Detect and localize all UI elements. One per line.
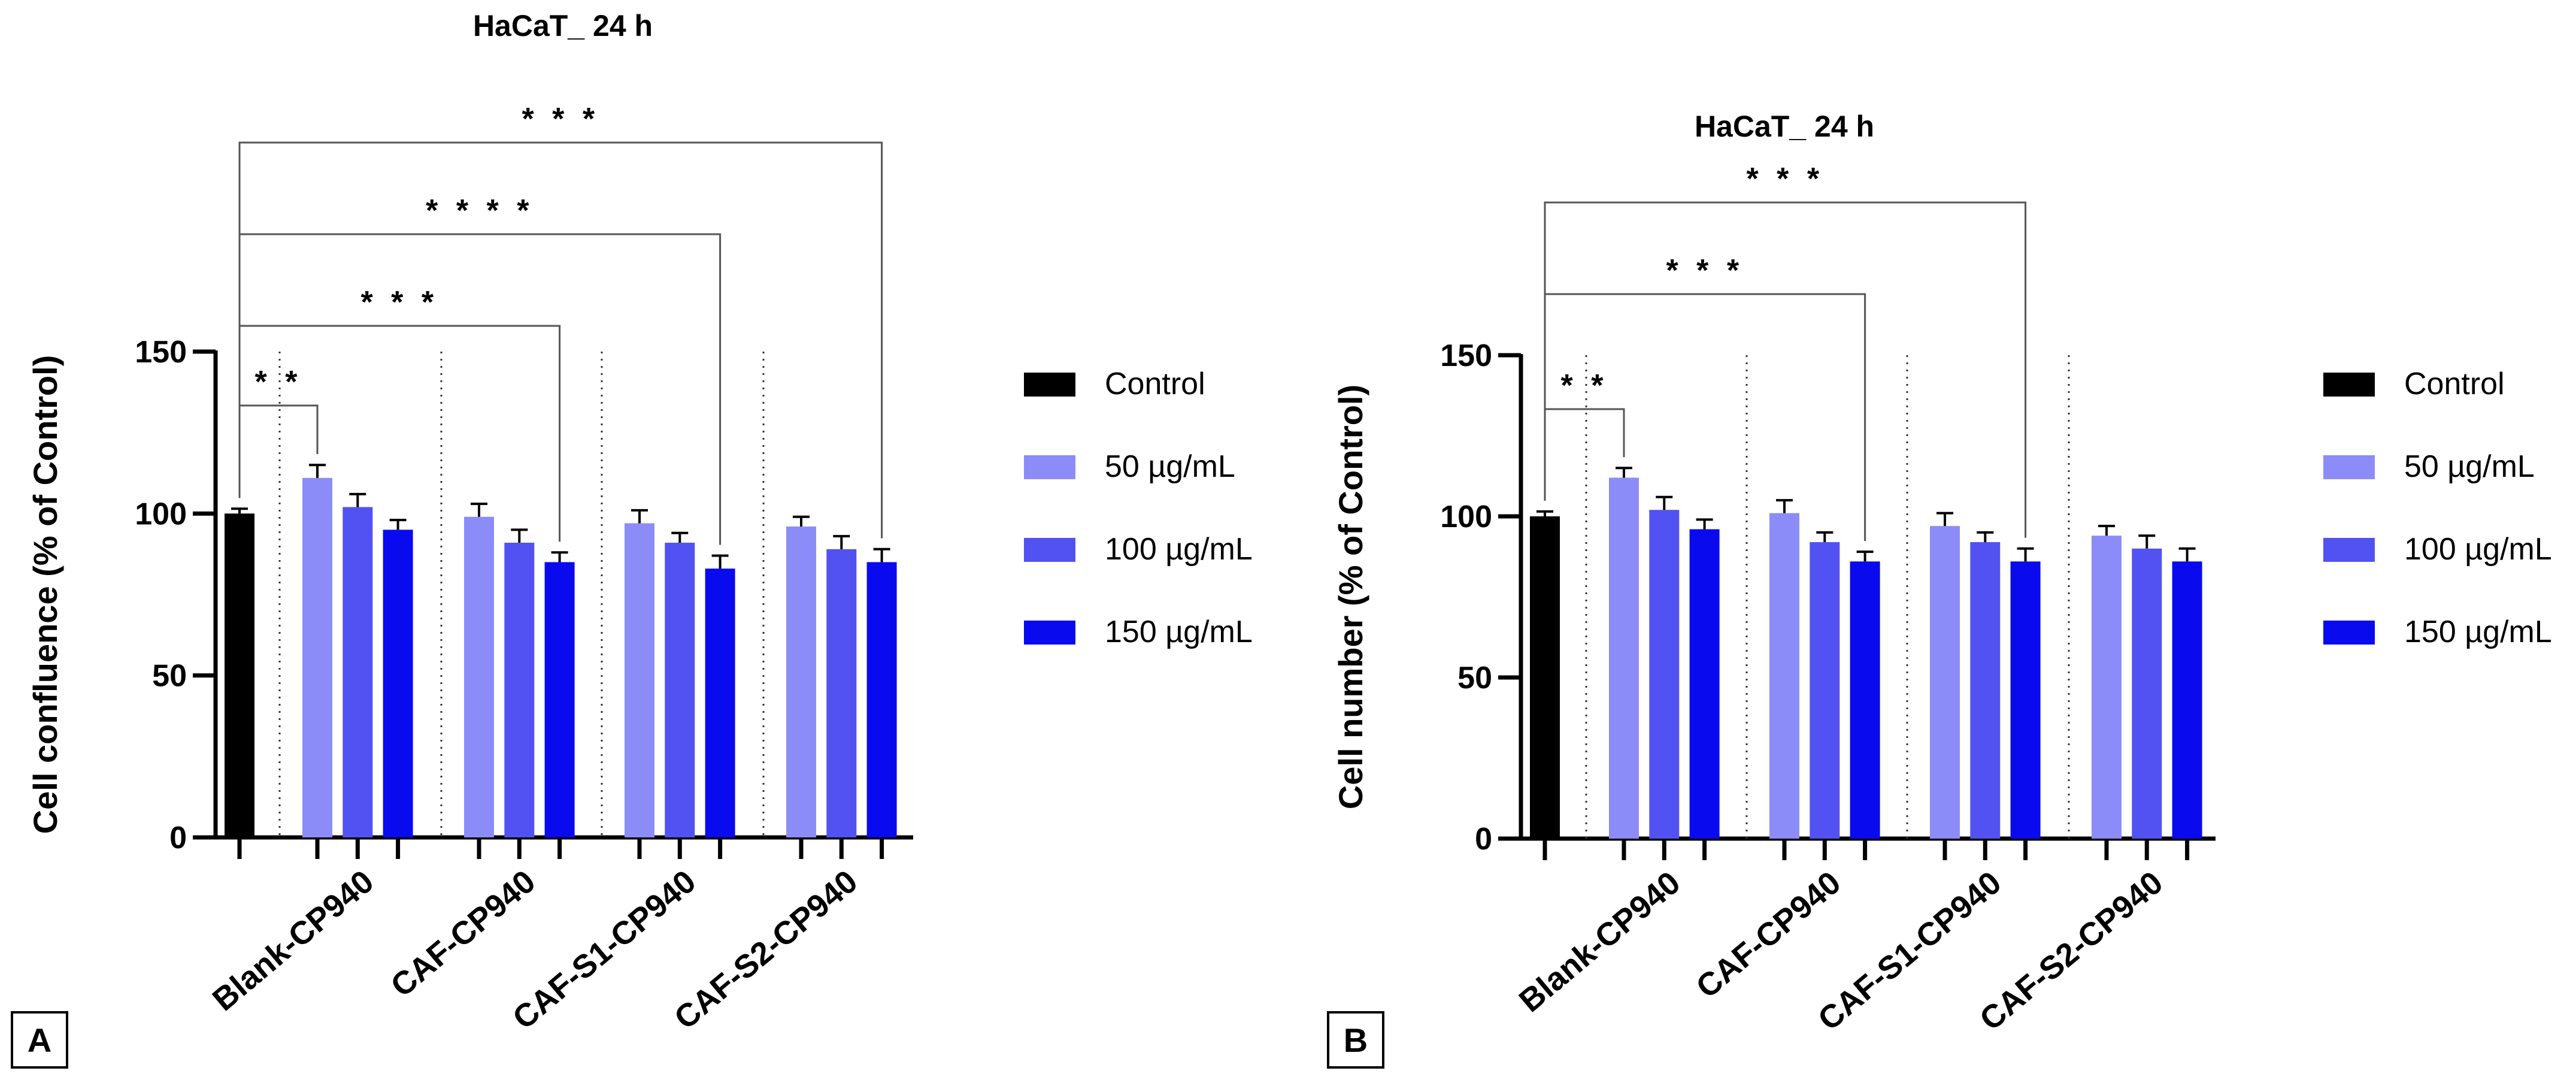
legend-swatch [2323, 455, 2375, 479]
significance-stars: * * * [1746, 162, 1824, 196]
legend-swatch [1024, 373, 1075, 397]
legend-swatch [1024, 621, 1075, 645]
legend-label: Control [2404, 367, 2505, 401]
bar-3 [1850, 561, 1880, 839]
bar-2 [504, 542, 535, 837]
legend-label: Control [1105, 367, 1205, 401]
panel-letter-frame [11, 1011, 68, 1069]
significance-bracket [238, 141, 883, 539]
bar-1 [2092, 536, 2122, 839]
bars [1530, 355, 2202, 860]
significance-bracket [238, 325, 561, 542]
bars [225, 352, 897, 859]
legend-swatch [2323, 538, 2375, 562]
x-category-label: CAF-CP940 [1689, 864, 1847, 1005]
bar-1 [786, 526, 816, 837]
bar-3 [705, 568, 735, 837]
significance-stars: * * * [1666, 253, 1744, 288]
legend-label: 50 µg/mL [1105, 449, 1235, 484]
bar-1 [1609, 477, 1639, 839]
y-axis-label: Cell confluence (% of Control) [26, 355, 64, 834]
x-tick-labels: Blank-CP940 CAF-CP940CAF-S1-CP940CAF-S2-C… [206, 863, 864, 1036]
bar-2 [1810, 542, 1840, 839]
significance-stars: * * * [360, 285, 438, 320]
legend: Control 50 µg/mL 100 µg/mL 150 µg/mL [2323, 367, 2552, 649]
chart-title: HaCaT_ 24 h [1695, 110, 1874, 143]
legend-swatch [2323, 621, 2375, 645]
bar-2 [665, 542, 695, 837]
bar-3 [866, 562, 897, 837]
panel-letter-box: A [11, 1011, 68, 1069]
bar-2 [2132, 548, 2162, 839]
panel-letter-frame [1327, 1011, 1384, 1069]
bar-2 [1970, 542, 2001, 839]
legend-label: 150 µg/mL [1105, 615, 1253, 649]
bar-2 [1649, 510, 1680, 839]
significance-brackets: * * * * * * * * [1544, 162, 2027, 542]
bar-3 [544, 562, 575, 837]
bar-2 [343, 507, 373, 837]
y-tick-label: 0 [1475, 822, 1492, 857]
legend-label: 50 µg/mL [2404, 449, 2535, 484]
control-bar [1530, 516, 1560, 839]
bar-1 [464, 516, 494, 837]
panel-b-chart: HaCaT_ 24 h Cell number (% of Control) 0… [1327, 110, 2552, 1069]
significance-stars: * * [255, 365, 302, 400]
bar-1 [625, 523, 654, 837]
significance-bracket [1544, 293, 1866, 542]
significance-bracket [1544, 201, 2027, 538]
legend-swatch [2323, 373, 2375, 397]
legend-swatch [1024, 455, 1075, 479]
bar-2 [826, 549, 857, 837]
y-tick-label: 0 [169, 821, 187, 855]
chart-title: HaCaT_ 24 h [473, 9, 653, 43]
legend-label: 150 µg/mL [2404, 615, 2552, 649]
significance-stars: * * * * [426, 193, 534, 228]
significance-stars: * * [1561, 368, 1608, 403]
legend: Control 50 µg/mL 100 µg/mL 150 µg/mL [1024, 367, 1253, 649]
y-tick-label: 100 [1440, 500, 1492, 534]
y-tick-label: 150 [1440, 338, 1492, 373]
x-category-label: CAF-CP940 [384, 863, 542, 1004]
panel-a-chart: HaCaT_ 24 h Cell confluence (% of Contro… [11, 9, 1253, 1069]
y-tick-label: 100 [135, 497, 187, 531]
panel-letter: B [1344, 1021, 1368, 1059]
x-category-label: Blank-CP940 [206, 863, 380, 1018]
control-bar [225, 513, 254, 837]
significance-brackets: * * * * * * * * * * * * [238, 102, 883, 545]
y-tick-label: 150 [135, 335, 187, 370]
bar-3 [2010, 561, 2041, 839]
y-tick-label: 50 [1457, 661, 1492, 695]
legend-swatch [1024, 538, 1075, 562]
y-tick-label: 50 [152, 659, 187, 694]
legend-label: 100 µg/mL [2404, 532, 2552, 567]
panel-letter-box: B [1327, 1011, 1384, 1069]
y-axis-label: Cell number (% of Control) [1332, 385, 1369, 809]
bar-1 [1769, 513, 1799, 839]
panel-letter: A [28, 1021, 51, 1059]
bar-1 [1930, 526, 1960, 839]
bar-3 [1689, 529, 1720, 839]
significance-stars: * * * [522, 102, 599, 137]
legend-label: 100 µg/mL [1105, 532, 1253, 567]
x-category-label: Blank-CP940 [1513, 864, 1687, 1019]
bar-1 [302, 477, 332, 837]
bar-3 [2172, 561, 2202, 839]
x-tick-labels: Blank-CP940 CAF-CP940CAF-S1-CP940CAF-S2-C… [1513, 864, 2169, 1037]
bar-3 [383, 530, 413, 837]
